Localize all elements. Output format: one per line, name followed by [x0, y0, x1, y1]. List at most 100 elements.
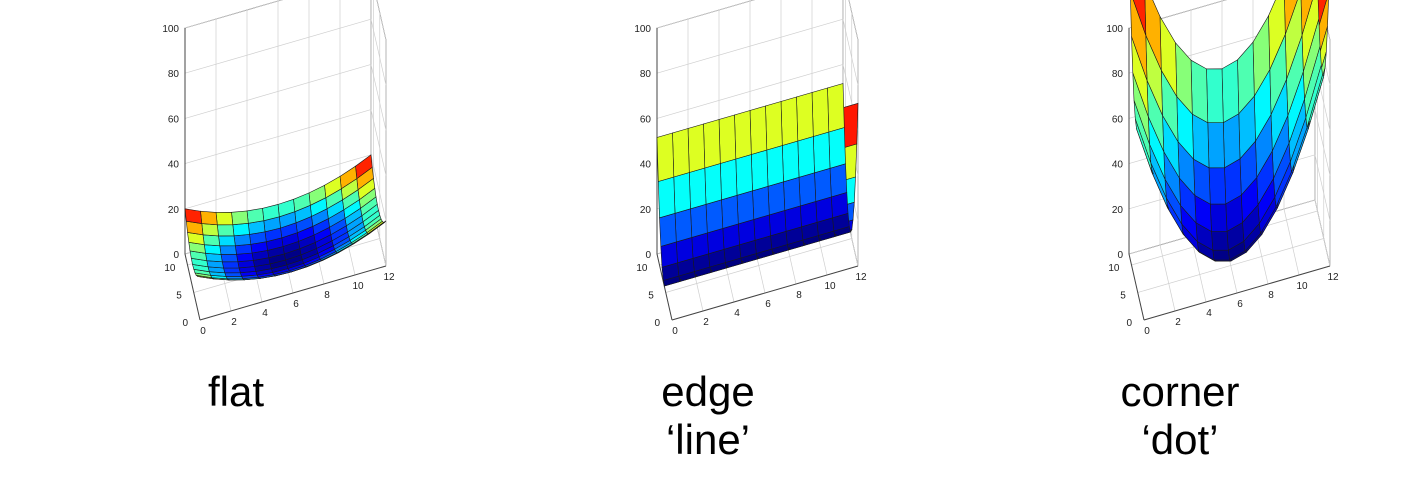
x-tick-label: 10	[1296, 281, 1308, 292]
z-tick-label: 100	[1106, 24, 1123, 35]
surface-patch	[781, 140, 800, 183]
surface	[1130, 0, 1329, 262]
surface-patch	[703, 119, 721, 169]
x-tick-label: 12	[855, 272, 867, 283]
surface-patch	[812, 131, 831, 174]
x-tick-label: 8	[324, 290, 330, 301]
y-tick-label: 10	[636, 263, 648, 274]
x-tick-label: 0	[1144, 326, 1150, 337]
z-tick-label: 60	[168, 114, 180, 125]
edge-caption-line1: edge	[661, 368, 755, 415]
surface-patch	[215, 211, 234, 226]
surface-patch	[718, 114, 737, 164]
y-tick-label: 0	[182, 318, 188, 329]
surface-patch	[1190, 59, 1209, 124]
tick-labels: 0 20 40 60 80 100 0 2 4 6 8 10 12 0 5 10	[162, 24, 395, 337]
y-tick-label: 0	[1126, 318, 1132, 329]
tick-labels: 0 20 40 60 80 100 0 2 4 6 8 10 12 0 5 10	[634, 24, 867, 337]
x-tick-label: 12	[1327, 272, 1339, 283]
flat-panel: 0 20 40 60 80 100 0 2 4 6 8 10 12 0 5 10 flat	[0, 0, 472, 489]
surface-patch	[765, 101, 783, 151]
surface-patch	[719, 158, 738, 201]
grid-line	[665, 238, 852, 293]
surface-patch	[234, 243, 253, 255]
x-tick-label: 8	[796, 290, 802, 301]
y-axis-line	[1128, 253, 1145, 321]
z-tick-label: 60	[640, 114, 652, 125]
surface-patch	[814, 167, 832, 202]
surface-patch	[1133, 0, 1147, 36]
surface-patch	[734, 110, 752, 160]
z-tick-label: 100	[634, 24, 651, 35]
surface-patch	[688, 167, 707, 210]
surface-patch	[783, 176, 801, 211]
x-tick-label: 0	[200, 326, 206, 337]
z-tick-label: 80	[168, 69, 180, 80]
x-tick-label: 10	[352, 281, 364, 292]
edge-surface-plot: 0 20 40 60 80 100 0 2 4 6 8 10 12 0 5 10	[634, 0, 867, 337]
y-tick-label: 10	[164, 263, 176, 274]
x-tick-label: 10	[824, 281, 836, 292]
y-tick-label: 5	[176, 291, 182, 302]
surface-patch	[736, 190, 755, 225]
z-tick-label: 80	[1112, 69, 1124, 80]
surface-patch	[780, 96, 799, 146]
x-tick-label: 6	[1237, 299, 1243, 310]
surface-patch	[672, 128, 690, 178]
surface-patch	[184, 208, 203, 224]
grid-line	[376, 0, 387, 41]
surface-patch	[219, 245, 237, 255]
surface-patch	[752, 185, 770, 220]
z-tick-label: 20	[168, 205, 180, 216]
surface-patch	[767, 181, 786, 216]
x-axis-line	[671, 265, 859, 321]
corner-caption: corner ‘dot’	[944, 368, 1416, 464]
surface-patch	[657, 176, 676, 219]
surface-patch	[828, 127, 846, 169]
surface-patch	[218, 235, 236, 247]
surface-patch	[1221, 59, 1240, 124]
z-tick-label: 100	[162, 24, 179, 35]
surface-patch	[233, 234, 252, 247]
z-tick-label: 20	[640, 205, 652, 216]
x-tick-label: 2	[231, 317, 237, 328]
grid-line	[1137, 238, 1324, 293]
surface-patch	[246, 207, 265, 224]
surface-patch	[1209, 203, 1228, 232]
surface-patch	[231, 210, 249, 226]
y-axis-line	[656, 253, 673, 321]
z-tick-label: 60	[1112, 114, 1124, 125]
surface-patch	[749, 105, 768, 155]
y-tick-label: 5	[648, 291, 654, 302]
surface-patch	[673, 172, 691, 214]
surface-patch	[1212, 249, 1230, 261]
x-tick-label: 2	[703, 317, 709, 328]
surface-patch	[659, 212, 677, 247]
grid-line	[848, 0, 859, 41]
surface	[184, 154, 387, 281]
z-tick-label: 40	[1112, 160, 1124, 171]
surface-patch	[201, 223, 219, 237]
corner-caption-line2: ‘dot’	[1141, 416, 1219, 463]
surface-patch	[704, 163, 722, 205]
surface-patch	[811, 87, 830, 137]
surface-patch	[687, 123, 706, 173]
surface	[656, 83, 859, 287]
surface-patch	[735, 154, 753, 196]
surface-patch	[721, 194, 739, 229]
surface-patch	[224, 272, 242, 277]
corner-panel: 0 20 40 60 80 100 0 2 4 6 8 10 12 0 5 10 corner ‘dot’	[944, 0, 1416, 489]
y-tick-label: 0	[654, 318, 660, 329]
surface-patch	[221, 261, 240, 269]
surface-patch	[1222, 113, 1241, 169]
x-tick-label: 0	[672, 326, 678, 337]
y-tick-label: 5	[1120, 291, 1126, 302]
surface-patch	[203, 244, 222, 255]
surface-patch	[690, 203, 708, 238]
surface-patch	[232, 222, 250, 237]
y-axis-line	[184, 253, 201, 321]
z-tick-label: 40	[640, 160, 652, 171]
z-tick-label: 0	[645, 250, 651, 261]
surface-patch	[766, 145, 784, 187]
x-tick-label: 2	[1175, 317, 1181, 328]
